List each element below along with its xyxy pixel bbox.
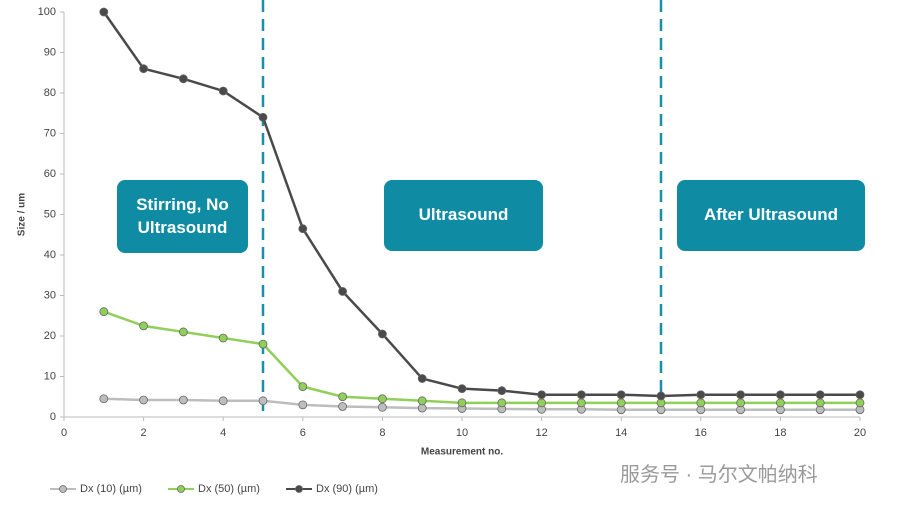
x-tick-label: 10 bbox=[456, 427, 468, 439]
data-point bbox=[298, 224, 308, 234]
data-point bbox=[377, 402, 387, 412]
y-tick-label: 70 bbox=[44, 127, 56, 139]
data-point bbox=[815, 398, 825, 408]
data-point bbox=[696, 398, 706, 408]
y-tick-label: 10 bbox=[44, 370, 56, 382]
series-line bbox=[102, 11, 860, 398]
data-point bbox=[736, 390, 745, 400]
x-tick-label: 8 bbox=[379, 427, 385, 439]
data-point bbox=[696, 390, 706, 400]
data-point bbox=[377, 329, 387, 339]
data-point bbox=[218, 396, 228, 406]
y-tick-label: 30 bbox=[44, 289, 56, 301]
data-point bbox=[497, 386, 507, 396]
data-point bbox=[417, 396, 427, 406]
data-point bbox=[99, 307, 109, 317]
y-tick-label: 20 bbox=[44, 330, 56, 342]
data-point bbox=[616, 398, 626, 408]
data-point bbox=[377, 394, 387, 404]
x-tick-label: 14 bbox=[615, 427, 627, 439]
data-point bbox=[258, 396, 268, 406]
x-tick-label: 4 bbox=[220, 427, 226, 439]
legend-marker bbox=[295, 485, 303, 493]
watermark: 服务号 · 马尔文帕纳科 bbox=[620, 464, 818, 486]
legend-marker bbox=[59, 485, 67, 493]
y-axis-label: Size / um bbox=[17, 193, 28, 236]
legend-label: Dx (50) (µm) bbox=[198, 483, 260, 495]
data-point bbox=[815, 390, 825, 400]
annotation-box: Ultrasound bbox=[384, 180, 543, 251]
data-point bbox=[178, 327, 188, 337]
data-point bbox=[139, 395, 149, 405]
data-point bbox=[855, 398, 865, 408]
data-point bbox=[616, 390, 626, 400]
data-point bbox=[139, 64, 149, 74]
data-point bbox=[537, 390, 546, 400]
data-point bbox=[577, 390, 586, 400]
data-point bbox=[855, 390, 865, 400]
legend-marker bbox=[177, 485, 185, 493]
data-point bbox=[218, 333, 228, 343]
x-tick-label: 6 bbox=[300, 427, 306, 439]
annotation-box: Stirring, No Ultrasound bbox=[117, 180, 248, 253]
data-point bbox=[497, 398, 507, 408]
data-point bbox=[99, 7, 109, 17]
data-point bbox=[298, 382, 308, 392]
x-tick-label: 18 bbox=[774, 427, 786, 439]
data-point bbox=[338, 402, 348, 411]
x-tick-label: 2 bbox=[141, 427, 147, 439]
data-point bbox=[338, 392, 348, 402]
data-point bbox=[178, 395, 188, 405]
y-tick-label: 0 bbox=[50, 411, 56, 423]
data-point bbox=[577, 398, 586, 408]
x-axis-label: Measurement no. bbox=[421, 447, 503, 458]
data-point bbox=[178, 74, 188, 84]
data-point bbox=[776, 390, 785, 400]
series-line bbox=[103, 397, 860, 411]
data-point bbox=[457, 384, 467, 394]
y-tick-label: 90 bbox=[44, 46, 56, 58]
series-line bbox=[103, 310, 860, 405]
legend-label: Dx (90) (µm) bbox=[316, 483, 378, 495]
annotation-box: After Ultrasound bbox=[677, 180, 865, 251]
data-point bbox=[736, 398, 745, 408]
data-point bbox=[258, 339, 268, 349]
y-tick-label: 40 bbox=[44, 249, 56, 261]
data-point bbox=[218, 86, 228, 96]
data-point bbox=[338, 287, 348, 296]
y-tick-label: 100 bbox=[38, 6, 56, 18]
data-point bbox=[656, 391, 666, 401]
x-tick-label: 16 bbox=[695, 427, 707, 439]
data-point bbox=[417, 403, 427, 413]
data-point bbox=[298, 400, 308, 410]
y-tick-label: 50 bbox=[44, 208, 56, 220]
data-point bbox=[537, 398, 546, 408]
data-point bbox=[99, 394, 109, 404]
y-tick-label: 80 bbox=[44, 87, 56, 99]
data-point bbox=[258, 112, 268, 122]
data-point bbox=[457, 398, 467, 408]
x-tick-label: 12 bbox=[535, 427, 547, 439]
legend-label: Dx (10) (µm) bbox=[80, 483, 142, 495]
data-point bbox=[776, 398, 785, 408]
data-point bbox=[417, 374, 427, 383]
y-tick-label: 60 bbox=[44, 168, 56, 180]
data-point bbox=[139, 321, 149, 331]
x-tick-label: 20 bbox=[854, 427, 866, 439]
x-tick-label: 0 bbox=[61, 427, 67, 439]
